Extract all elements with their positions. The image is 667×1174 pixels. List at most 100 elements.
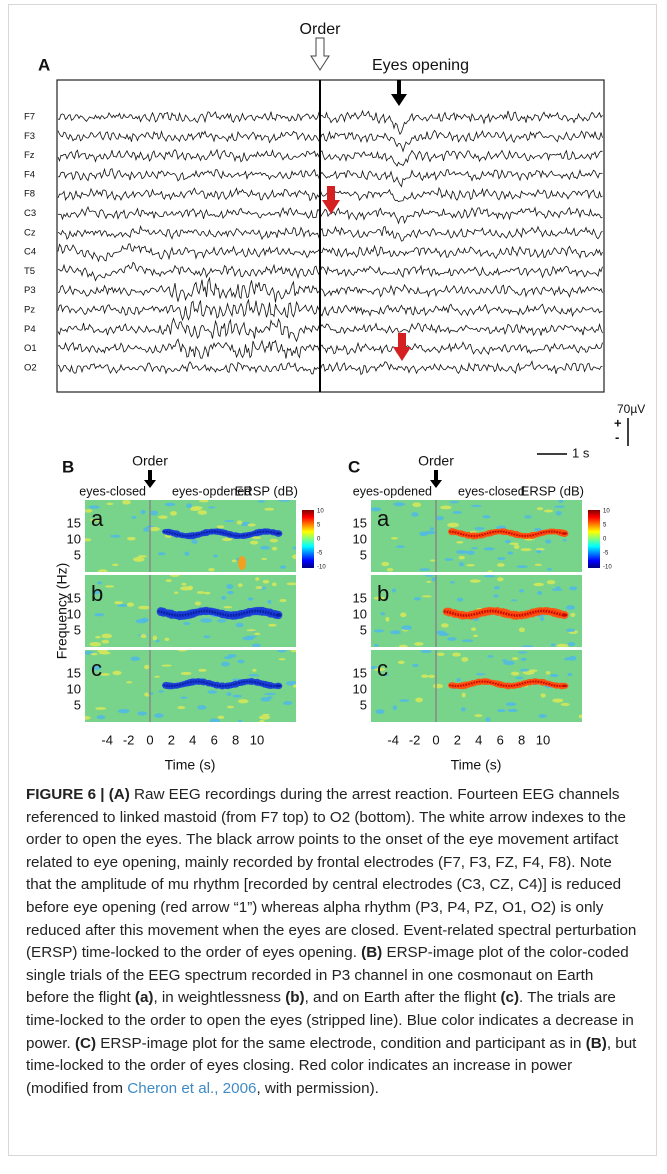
y-tick-label: 5: [74, 697, 81, 712]
subpanel-label: b: [377, 581, 389, 606]
blob: [538, 714, 548, 718]
blob: [170, 511, 177, 516]
blob: [497, 577, 504, 582]
caption: FIGURE 6 | (A) Raw EEG recordings during…: [26, 784, 638, 1100]
blob: [400, 612, 407, 618]
blob: [503, 660, 515, 666]
blob: [482, 515, 491, 519]
channel-label: Cz: [24, 227, 36, 238]
eyes-opening-label: Eyes opening: [372, 57, 469, 74]
blob: [177, 706, 186, 710]
blob: [237, 699, 249, 704]
blob: [567, 641, 576, 647]
caption-run: (b): [285, 989, 305, 1007]
blob: [148, 526, 160, 532]
blob: [485, 717, 491, 722]
channel-label: C3: [24, 208, 36, 219]
blob: [552, 698, 564, 703]
blob: [268, 623, 277, 627]
blob: [238, 719, 243, 722]
blob: [429, 559, 436, 562]
panel-label: A: [38, 55, 50, 74]
blob: [157, 515, 168, 519]
x-axis-label: Time (s): [451, 757, 502, 773]
subpanel-label: c: [91, 656, 102, 681]
blob: [216, 619, 227, 623]
blob: [449, 581, 455, 584]
y-tick-label: 15: [353, 590, 367, 605]
blob: [493, 586, 500, 590]
channel-label: O2: [24, 362, 37, 373]
x-tick-label: -2: [409, 732, 421, 747]
x-axis-label: Time (s): [165, 757, 216, 773]
order-label: Order: [300, 21, 342, 38]
x-tick-label: 0: [146, 732, 153, 747]
caption-run[interactable]: Cheron et al., 2006: [127, 1079, 257, 1097]
channel-label: T5: [24, 266, 35, 277]
blob: [88, 505, 100, 509]
blob: [380, 612, 386, 616]
colorbar-tick: 0: [317, 537, 321, 543]
eeg-frame: [56, 79, 605, 393]
blob: [223, 520, 235, 523]
blob: [164, 502, 176, 507]
blob: [198, 668, 207, 672]
blob: [126, 536, 136, 541]
blob: [578, 714, 582, 719]
blob: [455, 550, 468, 554]
blob: [164, 637, 170, 641]
blob: [546, 580, 556, 585]
blob: [375, 709, 385, 715]
eeg-trace: [57, 317, 603, 343]
blob: [447, 637, 457, 641]
blob: [391, 588, 396, 593]
blob: [536, 507, 544, 511]
blob: [536, 550, 542, 554]
blob: [497, 709, 506, 713]
blob: [373, 629, 384, 633]
blob: [97, 650, 109, 653]
blob: [238, 556, 247, 570]
blob: [452, 510, 463, 514]
blob: [560, 702, 570, 706]
blob: [429, 527, 435, 531]
colorbar-tick: 0: [603, 537, 607, 543]
band-core: [561, 684, 568, 688]
blob: [208, 568, 215, 572]
y-tick-label: 5: [74, 622, 81, 637]
eeg-trace: [57, 360, 603, 376]
blob: [474, 526, 485, 530]
band-core: [275, 684, 282, 688]
blob: [456, 540, 464, 544]
blob: [94, 613, 105, 617]
blob: [519, 668, 530, 672]
eeg-trace: [57, 109, 603, 136]
blob: [291, 554, 296, 560]
blob: [85, 509, 93, 513]
blob: [216, 525, 225, 529]
blob: [292, 546, 296, 550]
eeg-trace: [57, 205, 603, 225]
blob: [251, 536, 262, 540]
blob: [148, 692, 154, 695]
y-tick-label: 10: [67, 681, 81, 696]
blob: [89, 641, 102, 647]
blob: [97, 581, 102, 585]
blob: [518, 627, 525, 633]
blob: [517, 651, 528, 654]
blob: [550, 673, 559, 678]
y-tick-label: 10: [67, 531, 81, 546]
blob: [278, 500, 291, 502]
order-label: Order: [418, 453, 454, 469]
blob: [235, 622, 244, 628]
blob: [100, 673, 110, 676]
blob: [221, 661, 230, 667]
blob: [165, 579, 172, 583]
blob: [247, 597, 254, 601]
blob: [547, 568, 552, 571]
blob: [217, 715, 225, 720]
y-tick-label: 15: [353, 665, 367, 680]
blob: [135, 618, 148, 624]
channel-label: Pz: [24, 305, 35, 316]
